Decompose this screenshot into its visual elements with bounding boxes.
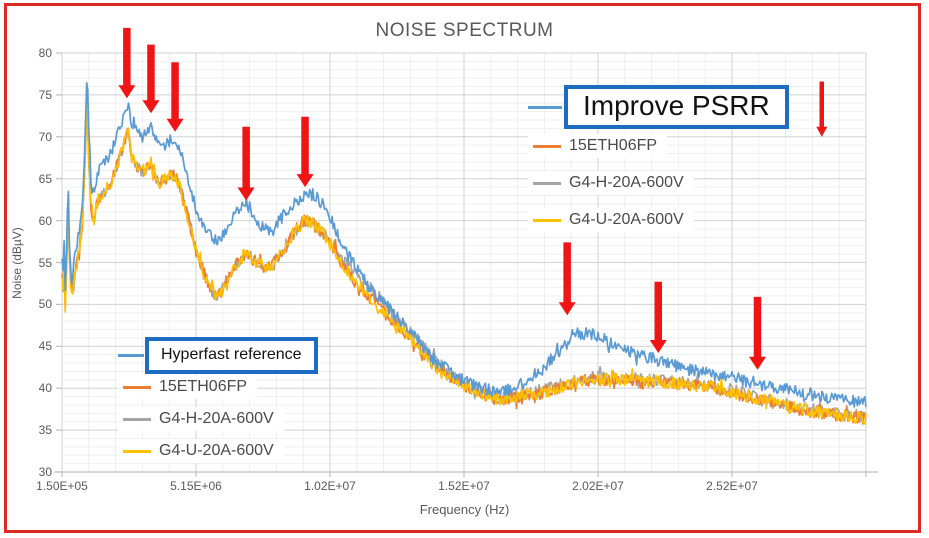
y-tick-label: 55 [38, 255, 52, 270]
y-tick-label: 45 [38, 339, 52, 354]
x-tick-label: 1.02E+07 [304, 479, 356, 493]
legend-item-improve-psrr: Improve PSRR [528, 85, 789, 129]
x-tick-label: 1.52E+07 [438, 479, 490, 493]
annotation-arrow [166, 62, 184, 132]
legend-bottom: Hyperfast reference 15ETH06FP G4-H-20A-6… [118, 335, 398, 465]
y-tick-label: 60 [38, 213, 52, 228]
x-axis-label: Frequency (Hz) [419, 502, 510, 517]
annotation-arrows [118, 27, 828, 370]
series-line-g4-u-20a-600v [61, 103, 867, 425]
series-lines [61, 81, 867, 425]
legend-swatch-g4-h [123, 417, 151, 421]
improve-psrr-callout: Improve PSRR [564, 85, 789, 129]
plot-axes [54, 52, 878, 477]
y-tick-label: 40 [38, 381, 52, 396]
x-tick-label: 1.50E+05 [36, 479, 88, 493]
legend-item-15eth06fp: 15ETH06FP [528, 134, 668, 158]
annotation-arrow [749, 296, 766, 370]
annotation-arrow [816, 81, 828, 137]
annotation-arrow [296, 116, 314, 188]
series-line-hyperfast-reference-improve-psrr- [61, 81, 867, 408]
legend-label: G4-H-20A-600V [159, 410, 274, 427]
legend-swatch-g4-h [533, 181, 561, 185]
y-tick-label: 50 [38, 297, 52, 312]
annotation-arrow [558, 242, 576, 316]
legend-item-g4-h: G4-H-20A-600V [528, 171, 694, 195]
y-tick-label: 80 [38, 46, 52, 60]
legend-swatch-15eth06fp [533, 144, 561, 148]
x-tick-label: 5.15E+06 [170, 479, 222, 493]
y-tick-label: 65 [38, 171, 52, 186]
annotation-arrow [118, 27, 136, 99]
y-tick-label: 75 [38, 87, 52, 102]
annotation-arrow [142, 44, 160, 114]
legend-label: 15ETH06FP [569, 137, 658, 154]
x-tick-label: 2.02E+07 [572, 479, 624, 493]
legend-swatch-improve-psrr [528, 105, 562, 109]
y-tick-label: 70 [38, 129, 52, 144]
legend-item-g4-h: G4-H-20A-600V [118, 407, 284, 431]
legend-swatch-15eth06fp [123, 385, 151, 389]
legend-top: Improve PSRR 15ETH06FP G4-H-20A-600V G4-… [528, 85, 828, 240]
y-tick-label: 35 [38, 423, 52, 438]
hyperfast-reference-callout: Hyperfast reference [145, 337, 318, 374]
legend-label: G4-U-20A-600V [159, 442, 274, 459]
legend-label: G4-H-20A-600V [569, 174, 684, 191]
annotation-arrow [649, 281, 667, 353]
legend-label: G4-U-20A-600V [569, 211, 684, 228]
legend-item-g4-u: G4-U-20A-600V [118, 439, 284, 463]
chart-title: NOISE SPECTRUM [375, 20, 554, 41]
legend-item-15eth06fp: 15ETH06FP [118, 375, 258, 399]
legend-label: 15ETH06FP [159, 378, 248, 395]
legend-item-g4-u: G4-U-20A-600V [528, 208, 694, 232]
annotation-arrow [237, 126, 255, 201]
x-tick-label: 2.52E+07 [706, 479, 758, 493]
legend-item-hyperfast-reference: Hyperfast reference [118, 337, 318, 374]
legend-swatch-g4-u [533, 218, 561, 222]
legend-swatch-g4-u [123, 449, 151, 453]
y-tick-label: 30 [38, 465, 52, 479]
legend-swatch-hyperfast [118, 354, 144, 357]
